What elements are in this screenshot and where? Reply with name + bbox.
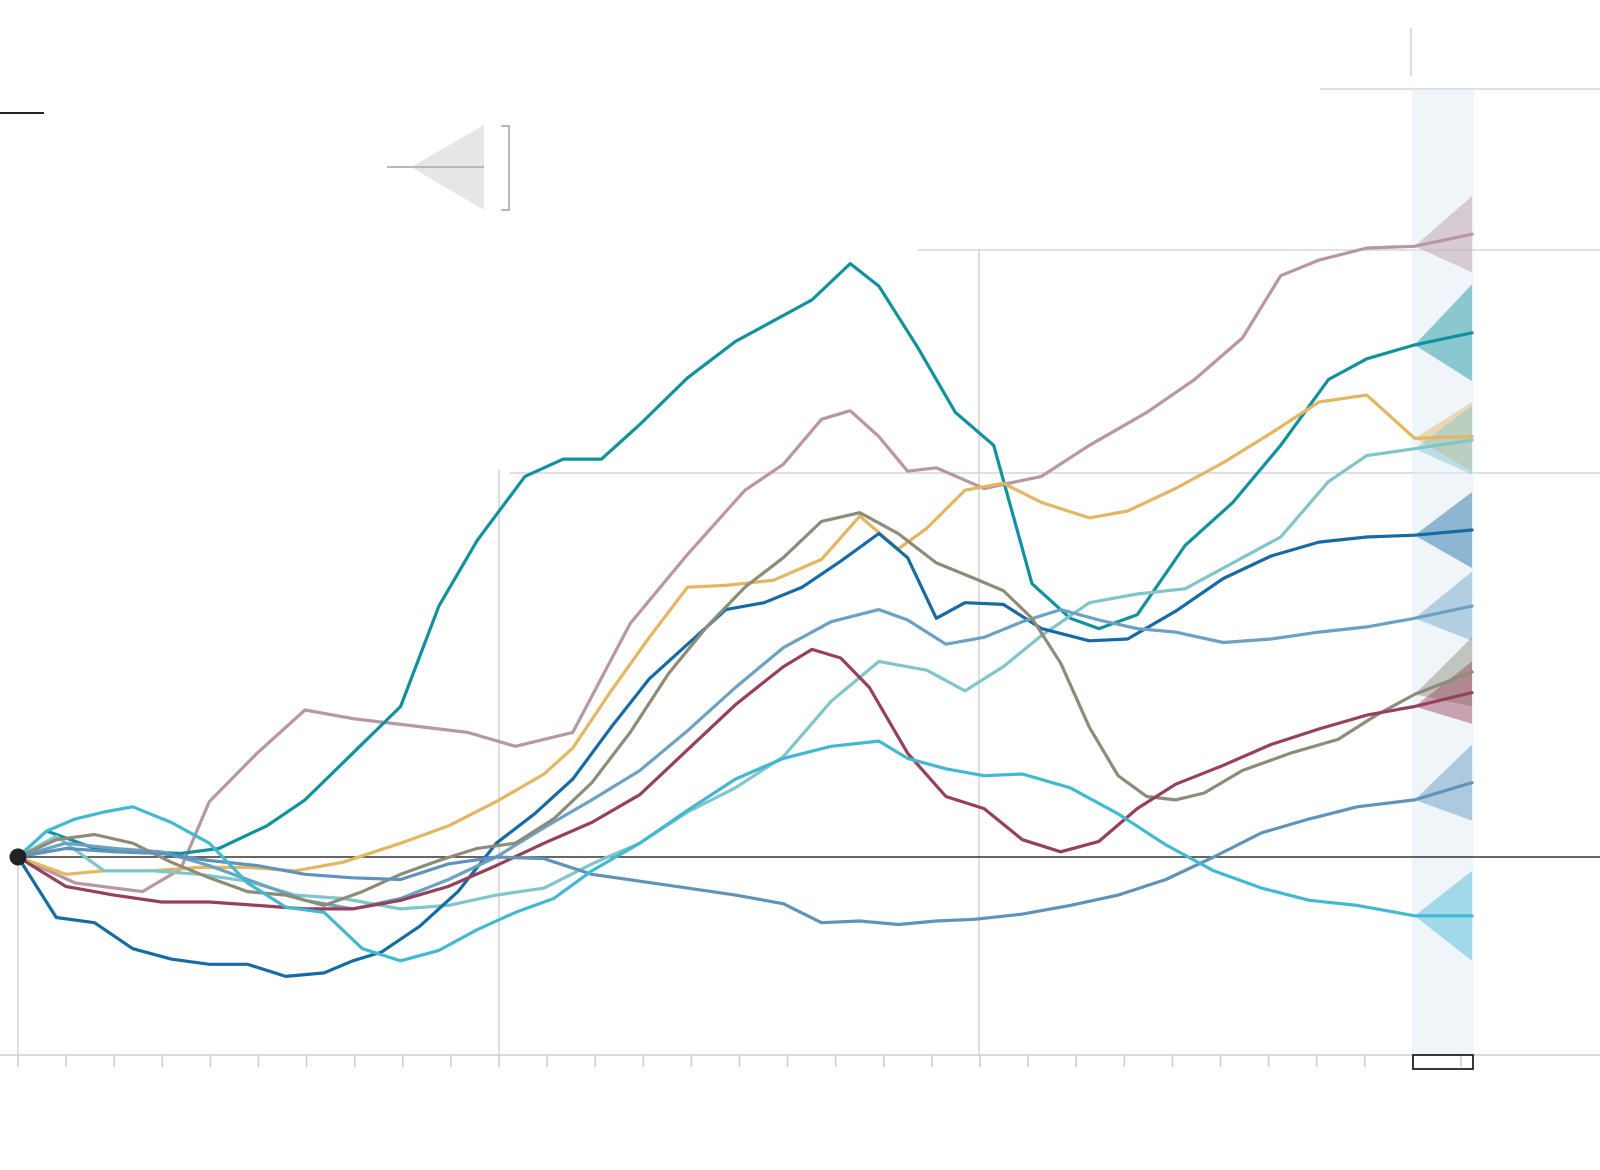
legend-key [387,125,510,211]
forecast-fan-6 [1414,571,1472,641]
series-line-1 [16,232,1474,894]
chart-grid [0,28,1600,1055]
series-line-9 [16,780,1474,927]
forecast-bracket [1412,1054,1474,1070]
x-axis [0,1054,1600,1067]
forecast-fan-9 [1414,744,1472,821]
series-line-3 [16,393,1474,876]
forecast-fan-5 [1414,491,1472,569]
forecast-fan-1 [1414,196,1472,273]
forecast-fan-2 [1414,284,1472,382]
series-lines [16,232,1474,979]
series-line-2 [16,262,1474,859]
forecast-band [1412,89,1474,1055]
series-line-8 [16,647,1474,911]
series-line-6 [16,604,1474,911]
series-line-10 [16,739,1474,963]
legend-bracket [501,125,510,211]
forecast-fan-4 [1414,405,1472,475]
origin-marker [9,848,27,866]
series-line-7 [16,511,1474,908]
